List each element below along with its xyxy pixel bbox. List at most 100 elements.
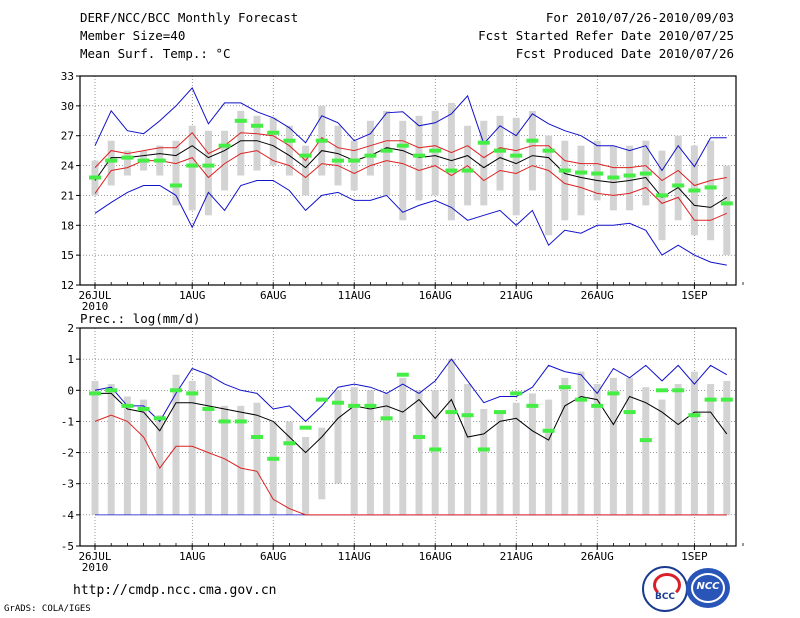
spread-box [269,117,277,166]
x-tick-label: 21AUG [500,550,533,563]
y-tick-label: 0 [67,384,74,397]
median-marker [283,138,296,143]
median-marker [607,391,620,396]
median-marker [542,148,555,153]
y-tick-label: 33 [61,70,74,83]
spread-box [172,140,180,206]
median-marker [283,441,296,446]
spread-box [318,427,326,500]
bcc-logo-text: BCC [654,592,676,602]
median-marker [105,158,118,163]
y-tick-label: 15 [61,249,74,262]
y-tick-label: 30 [61,100,74,113]
x-tick-label: 26AUG [581,289,614,302]
median-marker [461,168,474,173]
spread-box [302,145,310,196]
median-marker [429,447,442,452]
median-marker [137,406,150,411]
x-tick-label: 1AUG [179,289,206,302]
x-tick-label: 16AUG [419,289,452,302]
median-marker [575,170,587,175]
mean-plus-sd-line [94,131,727,187]
spread-box [399,120,407,221]
spread-box [123,396,131,515]
x-tick-label: 1SEP [681,289,708,302]
spread-box [91,380,99,515]
min-line [94,180,727,266]
spread-box [512,117,520,216]
median-marker [299,425,312,430]
mean-line [95,392,728,454]
median-marker [348,158,361,163]
max-line [94,86,727,172]
median-marker [656,193,668,198]
source-url[interactable]: http://cmdp.ncc.cma.gov.cn [73,583,277,598]
spread-box [302,437,310,515]
median-marker [445,410,458,415]
spread-box [399,377,407,515]
median-marker [364,403,377,408]
median-marker [526,138,539,143]
median-marker [89,391,101,396]
median-marker [121,155,134,160]
x-tick-label: 6AUG [260,550,287,563]
median-marker [299,153,312,158]
median-marker [688,188,701,193]
y-tick-label: -3 [61,478,74,491]
panel-precipitation: -5 -4 -3 -2 -1 0 1 2 26JUL 1AUG 6AUG 11AUG 16AUG 21AU… [61,322,744,574]
spread-box [221,130,229,191]
produced-date: Fcst Produced Date 2010/07/26 [515,46,734,61]
median-marker [639,171,652,176]
median-marker [153,416,166,421]
median-marker [396,143,409,148]
spread-box [221,405,229,515]
spread-box [658,399,666,515]
median-marker [688,413,701,418]
x-tick-label: 26JUL [78,550,111,563]
spread-box [123,150,131,176]
median-marker [105,388,118,393]
median-marker [542,428,555,433]
y-tick-label: 27 [61,130,74,143]
median-marker [251,435,263,439]
median-marker [575,397,587,402]
spread-box [642,387,650,515]
median-marker [720,397,733,402]
median-marker [186,163,199,168]
spread-box [528,110,536,191]
y-tick-label: -1 [61,415,74,428]
x-tick-label: 21AUG [500,289,533,302]
median-marker [153,158,166,163]
spread-box [431,390,439,515]
y-tick-label: -5 [61,540,74,553]
spread-box [431,110,439,196]
x-tick-label: 11AUG [338,289,371,302]
spread-box [707,140,715,241]
median-marker [477,447,490,452]
x-tick-label: 26AUG [581,550,614,563]
spread-box [285,421,293,515]
x-tick-label: 16AUG [419,550,452,563]
chart-title: DERF/NCC/BCC Monthly Forecast [80,10,299,25]
median-marker [461,413,474,418]
bcc-logo: BCC [642,566,688,612]
y-tick-label: 2 [67,322,74,335]
median-marker [380,416,393,421]
median-marker [380,148,393,153]
spread-box [577,371,585,515]
median-marker [89,175,101,180]
spread-box [204,374,212,515]
spread-box [512,402,520,515]
bcc-swirl-icon [653,573,681,597]
spread-box [496,412,504,515]
median-marker [639,438,652,443]
median-marker [121,403,134,408]
spread-box [237,110,245,176]
median-marker [591,403,604,408]
max-line [94,358,728,423]
panel-temperature: 12 15 18 21 24 27 30 33 26JUL 1AUG 6AUG 11AUG 16AUG 2… [61,70,744,313]
spread-box [609,377,617,515]
spread-box [366,120,374,176]
median-marker [704,397,717,402]
median-marker [218,143,231,148]
